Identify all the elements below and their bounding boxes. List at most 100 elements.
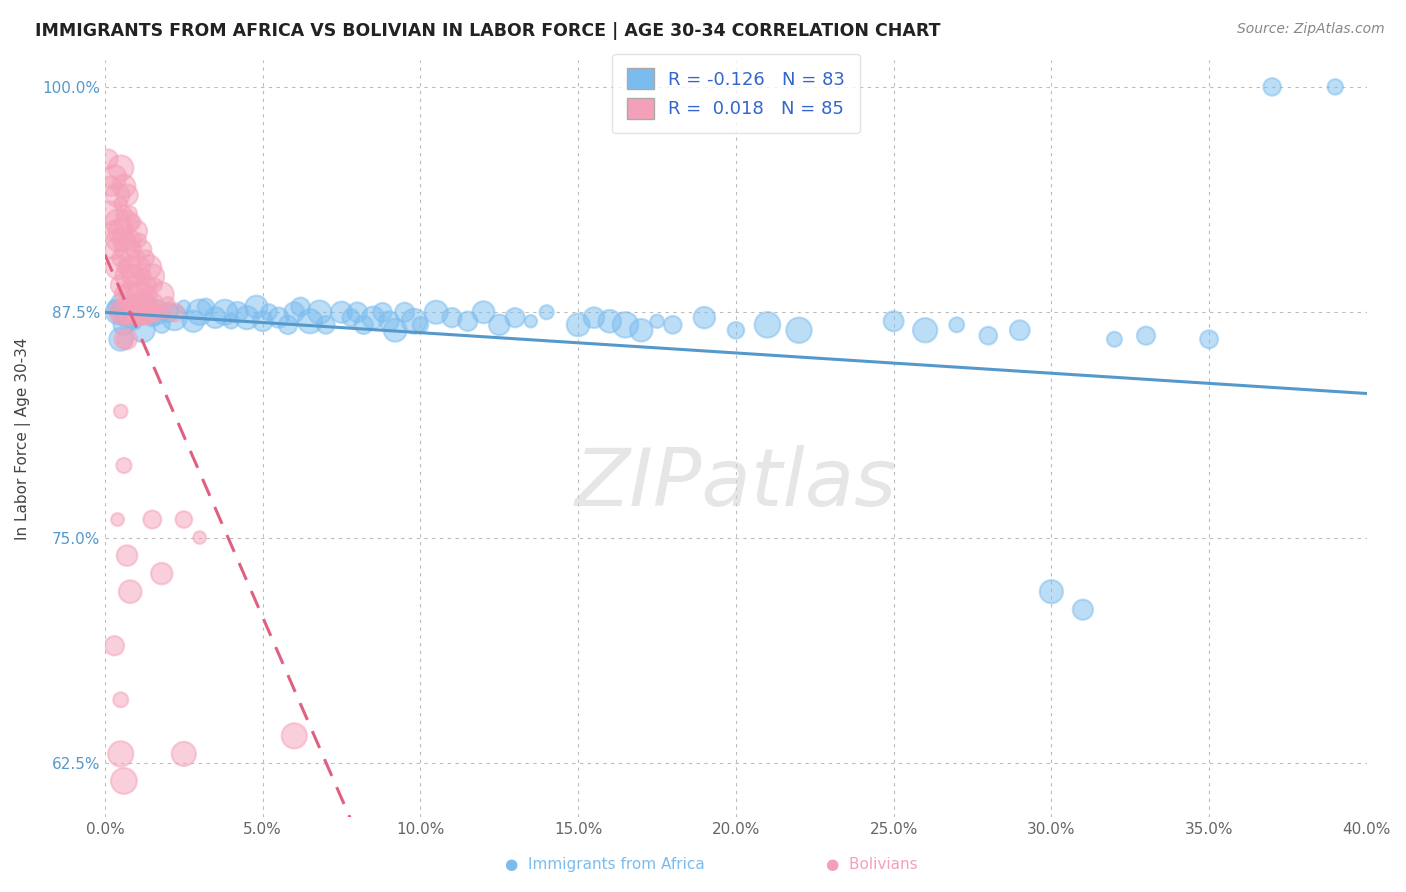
Point bbox=[112, 332, 135, 346]
Point bbox=[787, 323, 810, 337]
Point bbox=[138, 287, 160, 301]
Point bbox=[163, 305, 186, 319]
Point bbox=[107, 215, 129, 229]
Point bbox=[125, 305, 148, 319]
Point bbox=[283, 305, 305, 319]
Point bbox=[1071, 603, 1094, 617]
Point bbox=[122, 242, 145, 256]
Point bbox=[409, 318, 432, 332]
Point bbox=[1261, 79, 1284, 94]
Point bbox=[425, 305, 447, 319]
Point bbox=[214, 305, 236, 319]
Point bbox=[132, 269, 155, 284]
Point bbox=[277, 318, 299, 332]
Point bbox=[361, 310, 384, 325]
Point bbox=[125, 251, 148, 265]
Point bbox=[125, 305, 148, 319]
Point bbox=[945, 318, 967, 332]
Point bbox=[135, 251, 157, 265]
Point bbox=[103, 224, 125, 238]
Point bbox=[157, 305, 180, 319]
Point bbox=[378, 314, 401, 328]
Point bbox=[132, 242, 155, 256]
Point bbox=[630, 323, 652, 337]
Point bbox=[128, 287, 150, 301]
Point bbox=[488, 318, 510, 332]
Point bbox=[226, 305, 249, 319]
Point bbox=[120, 206, 142, 220]
Point bbox=[125, 224, 148, 238]
Point bbox=[914, 323, 936, 337]
Point bbox=[110, 296, 132, 310]
Point bbox=[1135, 328, 1157, 343]
Point bbox=[100, 206, 122, 220]
Point bbox=[150, 305, 173, 319]
Point bbox=[145, 305, 167, 319]
Point bbox=[188, 531, 211, 545]
Point bbox=[120, 305, 142, 319]
Point bbox=[599, 314, 621, 328]
Point bbox=[112, 260, 135, 275]
Point bbox=[112, 233, 135, 247]
Point bbox=[141, 296, 163, 310]
Point bbox=[693, 310, 716, 325]
Point bbox=[141, 512, 163, 526]
Point bbox=[1104, 332, 1126, 346]
Point bbox=[283, 729, 305, 743]
Point bbox=[100, 179, 122, 194]
Point bbox=[298, 314, 321, 328]
Point bbox=[112, 305, 135, 319]
Point bbox=[112, 458, 135, 473]
Point bbox=[977, 328, 1000, 343]
Point bbox=[883, 314, 905, 328]
Point bbox=[115, 296, 138, 310]
Point bbox=[567, 318, 589, 332]
Point bbox=[330, 305, 353, 319]
Point bbox=[132, 296, 155, 310]
Point bbox=[115, 305, 138, 319]
Point bbox=[135, 278, 157, 293]
Point bbox=[440, 310, 463, 325]
Point bbox=[236, 310, 259, 325]
Point bbox=[110, 161, 132, 175]
Point bbox=[141, 305, 163, 319]
Point bbox=[128, 260, 150, 275]
Text: Source: ZipAtlas.com: Source: ZipAtlas.com bbox=[1237, 22, 1385, 37]
Point bbox=[724, 323, 747, 337]
Text: ●  Immigrants from Africa: ● Immigrants from Africa bbox=[505, 857, 704, 872]
Point bbox=[394, 305, 416, 319]
Point bbox=[503, 310, 526, 325]
Point bbox=[252, 314, 274, 328]
Point bbox=[138, 260, 160, 275]
Point bbox=[112, 773, 135, 788]
Point bbox=[163, 310, 186, 325]
Y-axis label: In Labor Force | Age 30-34: In Labor Force | Age 30-34 bbox=[15, 337, 31, 540]
Point bbox=[1324, 79, 1347, 94]
Text: IMMIGRANTS FROM AFRICA VS BOLIVIAN IN LABOR FORCE | AGE 30-34 CORRELATION CHART: IMMIGRANTS FROM AFRICA VS BOLIVIAN IN LA… bbox=[35, 22, 941, 40]
Point bbox=[120, 305, 142, 319]
Point bbox=[340, 310, 363, 325]
Point bbox=[103, 169, 125, 184]
Point bbox=[112, 179, 135, 194]
Point bbox=[173, 747, 195, 761]
Point bbox=[97, 152, 120, 166]
Point bbox=[125, 278, 148, 293]
Point bbox=[115, 310, 138, 325]
Legend: R = -0.126   N = 83, R =  0.018   N = 85: R = -0.126 N = 83, R = 0.018 N = 85 bbox=[612, 54, 859, 134]
Point bbox=[645, 314, 668, 328]
Point bbox=[122, 305, 145, 319]
Point bbox=[103, 639, 125, 653]
Point bbox=[756, 318, 779, 332]
Point bbox=[353, 318, 375, 332]
Point bbox=[120, 233, 142, 247]
Point bbox=[107, 233, 129, 247]
Point bbox=[110, 197, 132, 211]
Point bbox=[141, 269, 163, 284]
Point bbox=[128, 300, 150, 314]
Point bbox=[115, 549, 138, 563]
Point bbox=[315, 318, 337, 332]
Point bbox=[115, 215, 138, 229]
Point bbox=[150, 287, 173, 301]
Point bbox=[122, 296, 145, 310]
Point bbox=[188, 305, 211, 319]
